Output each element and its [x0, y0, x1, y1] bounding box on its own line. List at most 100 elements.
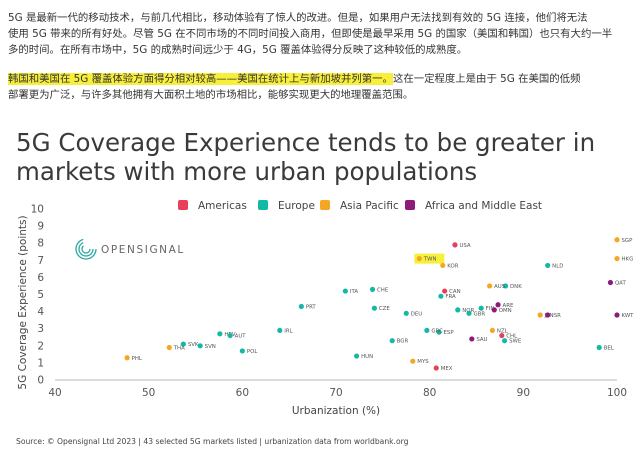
- data-point-gbr: [466, 310, 472, 316]
- data-label-sgp: SGP: [622, 238, 634, 244]
- data-label-swe: SWE: [509, 339, 522, 345]
- data-label-svk: SVK: [188, 342, 199, 348]
- data-label-twn: TWN: [423, 257, 437, 263]
- data-label-kwt: KWT: [622, 313, 635, 319]
- data-label-fin: FIN: [486, 306, 495, 312]
- data-point-aut: [227, 332, 233, 339]
- legend-swatch: [405, 200, 415, 210]
- y-tick-label: 7: [37, 255, 44, 267]
- data-point-fin: [478, 305, 484, 311]
- data-label-ita: ITA: [350, 289, 358, 295]
- y-tick-label: 0: [37, 375, 44, 387]
- data-point-ita: [342, 288, 348, 294]
- data-point-dnk: [502, 283, 509, 289]
- highlight-box: [414, 253, 445, 264]
- paragraph-line: 部署更为广泛，与许多其他拥有大面积土地的市场相比，能够实现更大的地理覆盖范围。: [8, 89, 414, 101]
- data-point-fra: [438, 293, 444, 299]
- data-point-irl: [277, 327, 283, 334]
- data-label-qat: QAT: [615, 281, 627, 287]
- x-tick-label: 90: [517, 387, 530, 399]
- data-point-sgp: [614, 237, 620, 243]
- y-tick-label: 4: [37, 306, 44, 318]
- data-label-bgr: BGR: [397, 339, 409, 345]
- x-tick-label: 60: [236, 387, 249, 399]
- x-tick-label: 70: [329, 387, 342, 399]
- source-note: Source: © Opensignal Ltd 2023 | 43 selec…: [16, 437, 409, 446]
- legend-swatch: [320, 200, 330, 210]
- data-label-can: CAN: [449, 289, 460, 295]
- x-axis-title: Urbanization (%): [292, 405, 380, 417]
- legend-label: Asia Pacific: [340, 200, 399, 212]
- paragraph-line: 5G 是最新一代的移动技术，与前几代相比，移动体验有了惊人的改进。但是，如果用户…: [8, 12, 588, 24]
- data-label-nld: NLD: [552, 263, 563, 269]
- data-point-aus: [487, 283, 493, 289]
- data-label-phl: PHL: [132, 356, 142, 362]
- legend-swatch: [178, 200, 188, 210]
- data-point-bgr: [389, 338, 395, 344]
- data-point-nld: [545, 262, 551, 269]
- data-label-kor: KOR: [447, 263, 458, 269]
- x-tick-label: 50: [142, 387, 155, 399]
- data-label-mex: MEX: [441, 366, 453, 372]
- data-point-chl: [499, 332, 505, 339]
- y-tick-label: 10: [31, 204, 44, 216]
- data-label-chl: CHL: [506, 334, 517, 340]
- y-tick-label: 3: [37, 323, 44, 335]
- data-point-isr: [545, 312, 551, 318]
- data-point-jpn: [537, 312, 543, 318]
- data-label-isr: ISR: [552, 313, 561, 319]
- data-label-grc: GRC: [431, 328, 443, 334]
- chart-title-line: markets with more urban populations: [16, 157, 478, 186]
- data-label-nzl: NZL: [497, 328, 508, 334]
- data-point-swe: [502, 338, 508, 344]
- data-label-deu: DEU: [411, 311, 423, 317]
- data-label-hun: HUN: [361, 354, 373, 360]
- data-point-hun: [354, 353, 360, 359]
- data-point-nor: [455, 307, 461, 313]
- x-tick-label: 80: [423, 387, 436, 399]
- data-point-twn: [416, 255, 422, 262]
- article-paragraph-1: 5G 是最新一代的移动技术，与前几代相比，移动体验有了惊人的改进。但是，如果用户…: [8, 10, 640, 58]
- data-point-hkg: [614, 255, 620, 262]
- scatter-chart: 40 50 60 70 80 90 100 0 1 2 3 4 5 6 7 8 9 10 Urbanization …: [17, 200, 635, 417]
- data-label-hkg: HKG: [622, 257, 634, 263]
- data-point-kor: [440, 262, 446, 269]
- y-tick-label: 1: [37, 357, 44, 369]
- data-label-fra: FRA: [445, 294, 456, 300]
- data-point-grc: [424, 327, 430, 334]
- logo-icon: [75, 238, 97, 260]
- data-point-esp: [436, 329, 442, 335]
- data-point-qat: [607, 279, 614, 286]
- data-label-irl: IRL: [284, 328, 292, 334]
- logo-icon: [81, 244, 91, 254]
- data-label-aus: AUS: [494, 284, 506, 290]
- data-point-usa: [452, 242, 458, 248]
- legend-swatch: [258, 200, 268, 210]
- data-point-che: [369, 286, 376, 292]
- data-label-cze: CZE: [379, 306, 390, 312]
- paragraph-text: 这在一定程度上是由于 5G 在美国的低频: [392, 73, 581, 85]
- y-axis-title: 5G Coverage Experience (points): [17, 215, 29, 389]
- x-tick-label: 40: [48, 387, 61, 399]
- data-point-svk: [180, 341, 186, 347]
- data-label-svn: SVN: [205, 344, 216, 350]
- data-point-deu: [403, 310, 409, 316]
- data-point-kwt: [614, 312, 620, 318]
- data-point-can: [442, 288, 448, 294]
- paragraph-line: 韩国和美国在 5G 覆盖体验方面得分相对较高——美国在统计上与新加坡并列第一。这…: [8, 71, 640, 87]
- legend-label: Europe: [278, 200, 315, 212]
- highlighted-text: 韩国和美国在 5G 覆盖体验方面得分相对较高——美国在统计上与新加坡并列第一。: [8, 73, 393, 85]
- data-point-cze: [371, 305, 378, 311]
- y-tick-label: 8: [37, 238, 44, 250]
- y-tick-label: 6: [37, 272, 44, 284]
- chart-title: 5G Coverage Experience tends to be great…: [16, 128, 595, 186]
- data-point-hrv: [217, 331, 223, 337]
- chart-title-line: 5G Coverage Experience tends to be great…: [16, 128, 596, 157]
- data-point-bel: [596, 344, 602, 351]
- logo-text: OPENSIGNAL: [101, 244, 185, 256]
- data-label-omn: OMN: [499, 308, 512, 314]
- data-point-prt: [298, 303, 304, 310]
- data-label-che: CHE: [377, 287, 389, 293]
- data-point-svn: [197, 343, 203, 349]
- paragraph-line: 使用 5G 带来的所有好处。尽管 5G 在不同市场的不同时间投入商用，但即使是最…: [8, 28, 613, 40]
